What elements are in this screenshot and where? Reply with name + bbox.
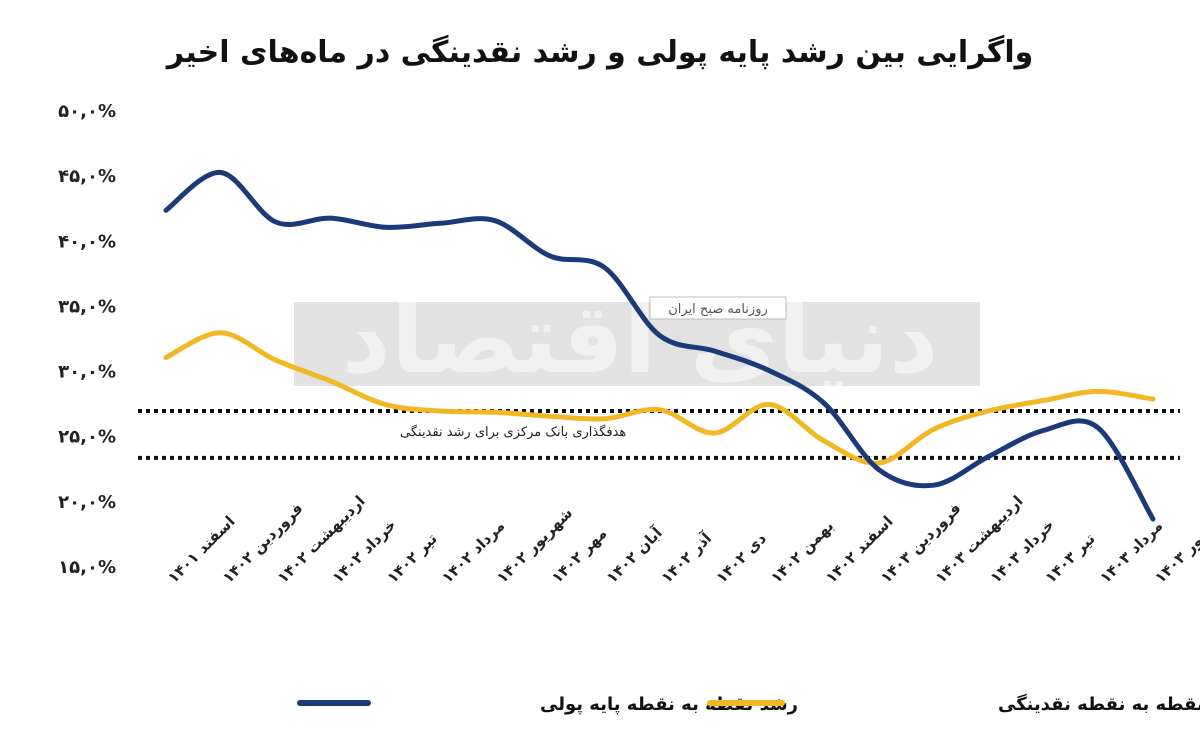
legend: رشد نقطه به نقطه پایه پولی رشد نقطه به نق… <box>297 693 1200 715</box>
data-point-liquidity <box>1151 397 1155 402</box>
y-tick-label: ۱۵,۰% <box>58 557 116 578</box>
y-tick-label: ۵۰,۰% <box>58 101 116 122</box>
data-point-liquidity <box>876 461 881 466</box>
legend-item-monetary-base: رشد نقطه به نقطه پایه پولی <box>297 694 798 715</box>
data-point-liquidity <box>218 330 223 335</box>
legend-item-liquidity: رشد نقطه به نقطه نقدینگی <box>707 693 1200 715</box>
y-tick-label: ۲۰,۰% <box>58 492 116 513</box>
data-point-monetary-base <box>493 218 497 223</box>
watermark: دنیای اقتصاد روزنامه صبح ایران <box>294 283 980 395</box>
data-point-liquidity <box>986 408 991 413</box>
data-point-monetary-base <box>273 220 278 225</box>
legend-label: رشد نقطه به نقطه نقدینگی <box>998 693 1200 715</box>
x-tick-label: آذر ۱۴۰۲ <box>658 529 716 587</box>
data-point-monetary-base <box>931 483 936 488</box>
watermark-background <box>294 302 980 386</box>
data-point-liquidity <box>547 414 552 419</box>
data-point-monetary-base <box>986 454 991 459</box>
legend-label: رشد نقطه به نقطه پایه پولی <box>540 694 798 715</box>
data-point-liquidity <box>493 410 497 415</box>
data-point-monetary-base <box>383 225 388 230</box>
data-point-monetary-base <box>328 216 333 221</box>
y-axis: ۵۰,۰% ۴۵,۰% ۴۰,۰% ۳۵,۰% ۳۰,۰% ۲۵,۰% ۲۰,۰% ۱۵,۰% <box>58 101 116 578</box>
data-point-liquidity <box>712 431 717 436</box>
data-point-liquidity <box>383 402 388 407</box>
data-point-monetary-base <box>876 467 881 472</box>
y-tick-label: ۲۵,۰% <box>58 427 116 448</box>
data-point-monetary-base <box>1041 428 1046 433</box>
data-point-monetary-base <box>822 401 826 406</box>
data-point-monetary-base <box>712 349 717 354</box>
y-tick-label: ۳۵,۰% <box>58 296 116 317</box>
x-tick-label: تیر ۱۴۰۲ <box>383 530 440 587</box>
data-point-monetary-base <box>767 368 772 373</box>
x-tick-label: شهریور ۱۴۰۳ <box>1151 504 1200 587</box>
data-point-monetary-base <box>438 221 443 226</box>
watermark-brand: دنیای اقتصاد <box>342 283 939 395</box>
data-point-monetary-base <box>1151 517 1155 522</box>
y-tick-label: ۴۵,۰% <box>58 166 116 187</box>
y-tick-label: ۴۰,۰% <box>58 231 116 252</box>
data-point-liquidity <box>1041 398 1046 403</box>
reference-band: هدفگذاری بانک مرکزی برای رشد نقدینگی <box>138 408 1180 460</box>
data-point-monetary-base <box>1096 425 1101 430</box>
x-tick-label: آبان ۱۴۰۲ <box>603 523 667 587</box>
data-point-monetary-base <box>218 170 223 175</box>
data-point-liquidity <box>931 427 936 432</box>
x-tick-label: دی ۱۴۰۲ <box>712 529 770 587</box>
watermark-tag-box <box>649 296 787 320</box>
data-point-liquidity <box>1096 389 1101 394</box>
watermark-tagline: روزنامه صبح ایران <box>668 302 768 317</box>
data-point-liquidity <box>273 358 278 363</box>
data-point-liquidity <box>657 407 662 412</box>
data-point-monetary-base <box>602 265 607 270</box>
data-point-liquidity <box>767 402 772 407</box>
series-lines <box>163 170 1156 522</box>
data-point-liquidity <box>602 416 607 421</box>
data-point-liquidity <box>438 408 443 413</box>
chart-title: واگرایی بین رشد پایه پولی و رشد نقدینگی … <box>165 34 1034 70</box>
x-tick-label: تیر ۱۴۰۳ <box>1041 530 1098 587</box>
data-point-monetary-base <box>657 333 662 338</box>
data-point-liquidity <box>822 438 826 443</box>
data-point-liquidity <box>328 378 333 383</box>
target-band-label: هدفگذاری بانک مرکزی برای رشد نقدینگی <box>400 424 626 440</box>
data-point-monetary-base <box>164 208 168 213</box>
y-tick-label: ۳۰,۰% <box>58 362 116 383</box>
data-point-monetary-base <box>547 253 552 258</box>
data-point-liquidity <box>164 355 168 360</box>
